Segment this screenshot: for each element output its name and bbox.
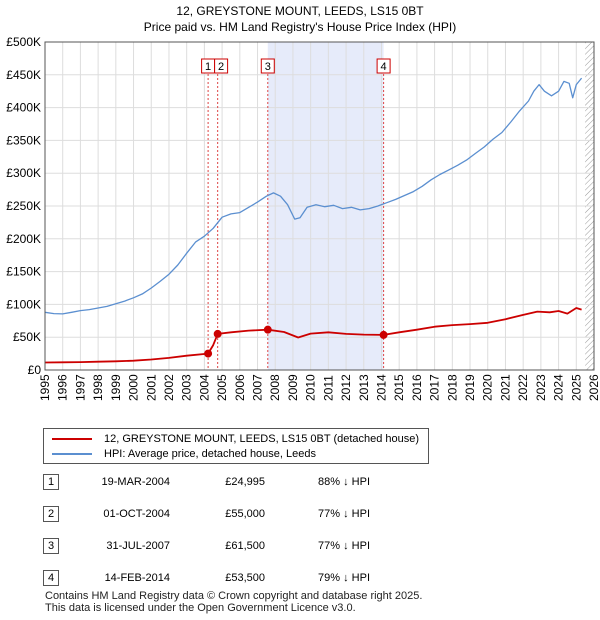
x-tick-label: 2004: [197, 374, 211, 401]
legend-item-hpi: HPI: Average price, detached house, Leed…: [52, 447, 316, 461]
x-tick-label: 2007: [251, 374, 265, 401]
sale-marker-number: 3: [265, 61, 271, 73]
y-tick-label: £150K: [6, 265, 41, 279]
sale-number-badge: 3: [43, 538, 59, 554]
x-tick-label: 2015: [392, 374, 406, 401]
sale-hpi-diff: 77% ↓ HPI: [318, 540, 370, 552]
y-tick-label: £200K: [6, 232, 41, 246]
x-tick-label: 2026: [587, 374, 600, 401]
series-line-property: [44, 307, 582, 364]
x-tick-label: 2022: [516, 374, 530, 401]
sale-marker-label: 3: [260, 58, 275, 74]
x-tick-label: 2008: [268, 374, 282, 401]
legend-swatch-blue: [52, 453, 92, 456]
sale-point: [204, 349, 213, 358]
sale-hpi-diff: 79% ↓ HPI: [318, 572, 370, 584]
x-tick-label: 2001: [144, 374, 158, 401]
sale-price: £61,500: [225, 540, 265, 552]
x-tick-label: 2018: [445, 374, 459, 401]
sale-marker-box: [376, 58, 391, 74]
legend-item-property: 12, GREYSTONE MOUNT, LEEDS, LS15 0BT (de…: [52, 432, 419, 446]
sale-point: [213, 329, 222, 338]
sale-marker-number: 1: [205, 61, 211, 73]
series-line-hpi: [44, 77, 583, 315]
y-tick-label: £300K: [6, 166, 41, 180]
sale-hpi-diff: 77% ↓ HPI: [318, 508, 370, 520]
y-tick-label: £100K: [6, 297, 41, 311]
sale-price: £24,995: [225, 476, 265, 488]
y-tick-label: £500K: [6, 35, 41, 49]
title-line-2: Price paid vs. HM Land Registry's House …: [143, 20, 457, 34]
chart-title: 12, GREYSTONE MOUNT, LEEDS, LS15 0BT Pri…: [0, 3, 600, 35]
footer-line-1: Contains HM Land Registry data © Crown c…: [45, 590, 423, 602]
sale-row: 1 19-MAR-2004 £24,995 88% ↓ HPI: [0, 472, 600, 492]
sale-point: [263, 325, 272, 334]
sale-row: 2 01-OCT-2004 £55,000 77% ↓ HPI: [0, 504, 600, 524]
legend-label-hpi: HPI: Average price, detached house, Leed…: [104, 448, 316, 460]
sale-number-badge: 2: [43, 506, 59, 522]
sale-date: 31-JUL-2007: [106, 540, 170, 552]
sale-row: 4 14-FEB-2014 £53,500 79% ↓ HPI: [0, 568, 600, 588]
sale-marker-number: 2: [218, 61, 224, 73]
x-tick-label: 2009: [286, 374, 300, 401]
sale-row: 3 31-JUL-2007 £61,500 77% ↓ HPI: [0, 536, 600, 556]
x-tick-label: 1995: [38, 374, 52, 401]
x-tick-label: 2006: [233, 374, 247, 401]
sale-marker-box: [214, 58, 229, 74]
y-tick-label: £400K: [6, 101, 41, 115]
sale-marker-number: 4: [381, 61, 387, 73]
x-tick-label: 1998: [91, 374, 105, 401]
title-line-1: 12, GREYSTONE MOUNT, LEEDS, LS15 0BT: [176, 4, 424, 18]
sale-marker-label: 1: [201, 58, 216, 74]
sale-date: 01-OCT-2004: [103, 508, 170, 520]
x-tick-label: 2019: [463, 374, 477, 401]
legend-label-property: 12, GREYSTONE MOUNT, LEEDS, LS15 0BT (de…: [104, 433, 420, 445]
footer-line-2: This data is licensed under the Open Gov…: [45, 602, 356, 614]
sale-date: 14-FEB-2014: [104, 572, 170, 584]
x-tick-label: 2011: [321, 375, 335, 401]
x-tick-label: 2017: [428, 374, 442, 401]
footer-attribution: Contains HM Land Registry data © Crown c…: [45, 590, 422, 614]
x-tick-label: 2016: [410, 374, 424, 401]
y-tick-label: £0: [28, 363, 42, 377]
x-tick-label: 2000: [127, 374, 141, 401]
x-tick-label: 2014: [374, 374, 388, 401]
x-tick-label: 2013: [357, 374, 371, 401]
x-tick-label: 2023: [534, 374, 548, 401]
x-tick-label: 2021: [498, 374, 512, 401]
y-tick-label: £250K: [6, 199, 41, 213]
sale-hpi-diff: 88% ↓ HPI: [318, 476, 370, 488]
x-tick-label: 2010: [304, 374, 318, 401]
sale-date: 19-MAR-2004: [101, 476, 170, 488]
sale-number-badge: 4: [43, 570, 59, 586]
y-tick-label: £350K: [6, 133, 41, 147]
x-tick-label: 2005: [215, 374, 229, 401]
sale-point: [379, 330, 388, 339]
x-tick-label: 2025: [569, 374, 583, 401]
legend-swatch-red: [52, 438, 92, 441]
sale-number-badge: 1: [43, 474, 59, 490]
y-tick-label: £50K: [13, 330, 41, 344]
sale-marker-box: [260, 58, 275, 74]
x-tick-label: 2003: [180, 374, 194, 401]
x-tick-label: 2020: [481, 374, 495, 401]
sale-marker-label: 4: [376, 58, 391, 74]
x-tick-label: 2012: [339, 374, 353, 401]
y-tick-label: £450K: [6, 68, 41, 82]
sale-marker-label: 2: [214, 58, 229, 74]
x-tick-label: 1999: [109, 374, 123, 401]
x-tick-label: 2002: [162, 374, 176, 401]
x-tick-label: 1996: [56, 374, 70, 401]
sale-price: £55,000: [225, 508, 265, 520]
sale-price: £53,500: [225, 572, 265, 584]
x-tick-label: 1997: [73, 374, 87, 401]
plot-frame: [44, 41, 595, 371]
legend: 12, GREYSTONE MOUNT, LEEDS, LS15 0BT (de…: [43, 428, 429, 464]
x-tick-label: 2024: [552, 374, 566, 401]
